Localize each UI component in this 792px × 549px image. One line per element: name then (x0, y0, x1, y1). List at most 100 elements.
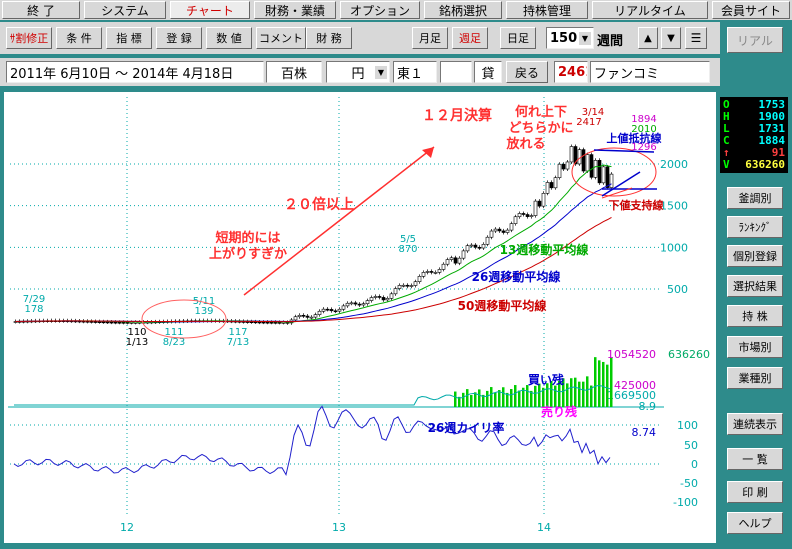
menu-item-0[interactable]: 終 了 (2, 1, 80, 19)
deviation-rate-line (13, 405, 611, 477)
series-label: 売り残 (541, 404, 577, 419)
volume-last-label: 636260 (668, 348, 710, 361)
currency-select[interactable]: 円 ▼ (326, 61, 390, 83)
candle-body (429, 271, 434, 273)
support-pointer (601, 187, 633, 199)
currency-value: 円 (351, 66, 365, 82)
candle-body (105, 321, 110, 324)
osc-tick-label: 0 (691, 458, 698, 471)
sidebar-button-2[interactable]: 個別登録 (727, 245, 783, 267)
sidebar-button-10[interactable]: ヘルプ (727, 512, 783, 534)
market-field: 東１ (393, 61, 437, 83)
candle-body (445, 259, 450, 265)
x-tick-label: 12 (120, 521, 134, 534)
volume-bar (466, 389, 469, 407)
candle-body (565, 161, 570, 170)
candle-body (425, 271, 430, 273)
sidebar-button-8[interactable]: 一 覧 (727, 448, 783, 470)
candle-body (501, 230, 506, 233)
candle-body (441, 263, 446, 270)
sidebar-button-1[interactable]: ﾗﾝｷﾝｸﾞ (727, 216, 783, 238)
name-field: ファンコミ (590, 61, 710, 83)
menu-item-3[interactable]: 財務・業績 (254, 1, 336, 19)
volume-bar (538, 383, 541, 407)
period-label: 週間 (597, 34, 624, 49)
quote-value: 1753 (758, 98, 786, 111)
candle-body (121, 321, 126, 324)
sidebar-button-7[interactable]: 連続表示 (727, 413, 783, 435)
period-button-0[interactable]: 月足 (412, 27, 448, 49)
candle-body (381, 297, 386, 301)
menu-item-7[interactable]: リアルタイム (592, 1, 708, 19)
menu-item-8[interactable]: 会員サイト (712, 1, 790, 19)
candle-body (465, 245, 470, 252)
quote-value: 1900 (758, 110, 786, 123)
candle-body (405, 284, 410, 287)
menu-item-6[interactable]: 持株管理 (506, 1, 588, 19)
candlesticks (13, 144, 614, 325)
menu-lines-icon[interactable]: ☰ (685, 27, 707, 49)
volume-bar (458, 396, 461, 407)
candle-body (401, 284, 406, 287)
real-button[interactable]: リアル (727, 27, 783, 53)
credit-field: 貸 (474, 61, 502, 83)
candle-body (585, 154, 590, 172)
toolbar-button-0[interactable]: ｻ割修正 (6, 27, 52, 49)
volume-bar (486, 390, 489, 407)
candle-body (357, 303, 362, 306)
period-button-2[interactable]: 日足 (500, 27, 536, 49)
volume-bar (566, 383, 569, 407)
menu-item-4[interactable]: オプション (340, 1, 420, 19)
volume-bar (550, 381, 553, 407)
menu-item-2[interactable]: チャート (170, 1, 250, 19)
candle-body (101, 321, 106, 324)
sidebar-button-3[interactable]: 選択結果 (727, 275, 783, 297)
period-button-1[interactable]: 週足 (452, 27, 488, 49)
candle-body (109, 321, 114, 324)
quote-value: 1731 (758, 122, 786, 135)
candle-body (581, 149, 586, 172)
back-button[interactable]: 戻る (506, 61, 548, 83)
quote-label: C (723, 134, 730, 147)
quote-panel: O 1753 H 1900 L 1731 C 1884 ↑ 91 V 636260 (720, 97, 788, 173)
toolbar-button-2[interactable]: 指 標 (106, 27, 152, 49)
price-marker-label: 3/14 (582, 107, 604, 118)
sidebar-button-6[interactable]: 業種別 (727, 367, 783, 389)
annotation-text: どちらかに (508, 121, 573, 136)
toolbar-button-5[interactable]: コメント (256, 27, 306, 49)
volume-bar (546, 383, 549, 407)
volume-bar (498, 390, 501, 407)
candle-body (569, 146, 574, 163)
toolbar-button-3[interactable]: 登 録 (156, 27, 202, 49)
count-select[interactable]: 150 ▼ (546, 27, 594, 49)
toolbar-button-1[interactable]: 条 件 (56, 27, 102, 49)
sidebar-button-4[interactable]: 持 株 (727, 305, 783, 327)
sidebar-button-0[interactable]: 釜調別 (727, 187, 783, 209)
sidebar-button-9[interactable]: 印 刷 (727, 481, 783, 503)
price-marker-label: 1/13 (126, 337, 148, 348)
annotation-text: 上がりすぎか (209, 246, 287, 262)
annotation-text: 下値支持線 (609, 198, 664, 212)
candle-body (313, 314, 318, 318)
candle-body (393, 288, 398, 295)
menu-item-1[interactable]: システム (84, 1, 166, 19)
scroll-up-icon[interactable]: ▲ (638, 27, 658, 49)
menu-item-5[interactable]: 銘柄選択 (424, 1, 502, 19)
price-marker-label: 178 (24, 304, 43, 315)
candle-body (541, 192, 546, 207)
candle-body (353, 302, 358, 305)
volume-bar (514, 385, 517, 407)
price-tick-label: 2000 (660, 158, 688, 171)
scroll-down-icon[interactable]: ▼ (661, 27, 681, 49)
volume-bar (598, 360, 601, 407)
sidebar-button-5[interactable]: 市場別 (727, 336, 783, 358)
code-field[interactable]: 2461 (554, 61, 588, 83)
price-marker-label: 117 (228, 327, 247, 338)
quote-value: 636260 (745, 158, 785, 171)
candle-body (573, 146, 578, 165)
candle-body (589, 154, 594, 178)
toolbar-button-4[interactable]: 数 値 (206, 27, 252, 49)
candle-body (117, 321, 122, 324)
toolbar-button-6[interactable]: 財 務 (306, 27, 352, 49)
date-range-field[interactable]: 2011年 6月10日 〜 2014年 4月18日 (6, 61, 264, 83)
